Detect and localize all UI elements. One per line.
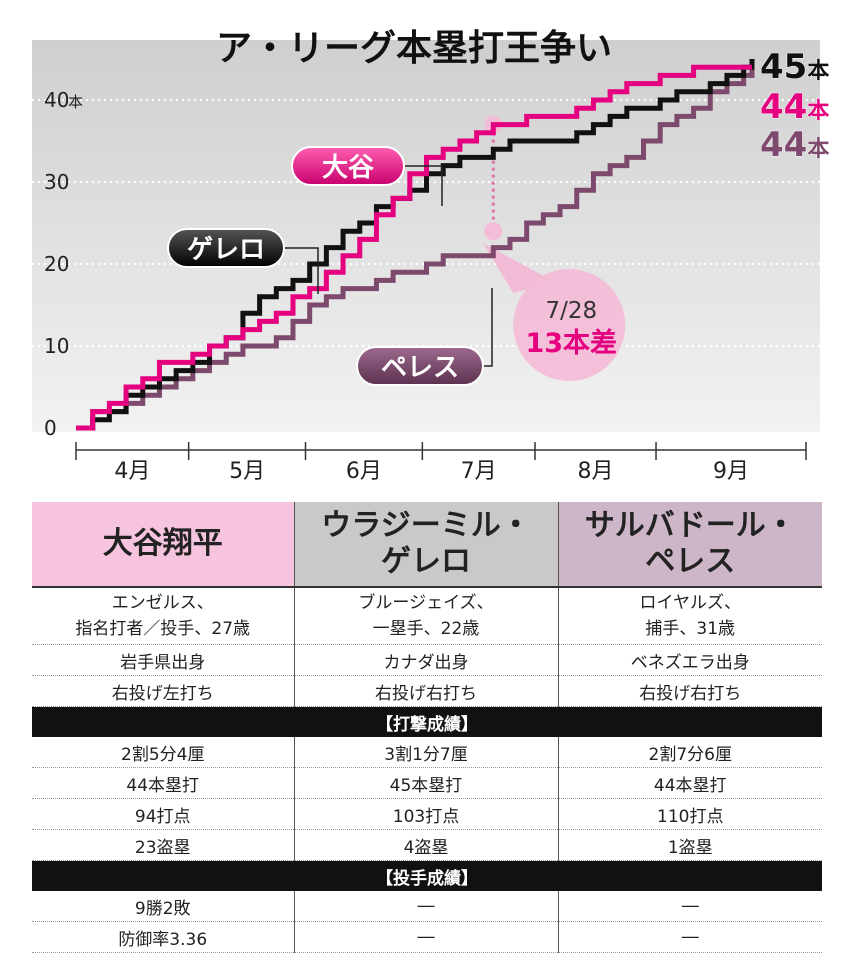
birthplace-cell: カナダ出身 — [293, 644, 558, 676]
annotation-marker-bottom — [484, 222, 503, 241]
player-name-guerrero: ウラジーミル・ ゲレロ — [293, 502, 558, 588]
annotation-date: 7/28 — [545, 298, 597, 324]
series-name-label: ゲレロ — [187, 235, 265, 265]
table-row: 右投げ左打ち 右投げ右打ち 右投げ右打ち — [32, 675, 822, 707]
handedness-cell: 右投げ左打ち — [32, 675, 294, 707]
stolen-bases-cell: 4盗塁 — [293, 829, 558, 861]
series-leader-line — [404, 165, 443, 206]
annotation-gap-text: 13本差 — [525, 327, 617, 359]
series-name-pill — [167, 228, 285, 268]
series-lines — [76, 59, 755, 431]
table-row: 岩手県出身 カナダ出身 ベネズエラ出身 — [32, 644, 822, 676]
player-stats-table: 大谷翔平 ウラジーミル・ ゲレロ サルバドール・ ペレス エンゼルス、 指名打者… — [32, 502, 822, 953]
batting-average-cell: 2割5分4厘 — [32, 737, 294, 768]
handedness-cell: 右投げ右打ち — [293, 675, 558, 707]
stolen-bases-cell: 1盗塁 — [557, 829, 822, 861]
rbi-cell: 103打点 — [293, 798, 558, 830]
home-runs-cell: 44本塁打 — [32, 767, 294, 799]
win-loss-cell: 9勝2敗 — [32, 891, 294, 922]
home-run-race-chart: 0 10 20 30 40本 4月 5月 6月 7月 8月 9月 7/28 13本差 大谷ゲレロペレ… — [32, 28, 830, 484]
series-line-大谷 — [76, 64, 752, 431]
table-row: エンゼルス、 指名打者／投手、27歳 ブルージェイズ、 一塁手、22歳 ロイヤル… — [32, 587, 822, 645]
rbi-cell: 94打点 — [32, 798, 294, 830]
batting-average-cell: 3割1分7厘 — [293, 737, 558, 768]
chart-title: ア・リーグ本塁打王争い — [216, 28, 612, 69]
section-header-pitching: 【投手成績】 — [32, 860, 822, 891]
month-label: 8月 — [578, 459, 614, 484]
final-value-label: 44本 — [760, 125, 829, 165]
final-value-label: 44本 — [760, 87, 829, 127]
win-loss-cell: ― — [557, 891, 822, 922]
gap-annotation-bubble: 7/28 13本差 — [483, 115, 626, 381]
y-axis-ticks: 0 10 20 30 40本 — [44, 88, 83, 440]
rbi-cell: 110打点 — [557, 798, 822, 830]
series-leader-line — [483, 288, 493, 367]
y-tick-label: 20 — [44, 252, 69, 276]
era-cell: ― — [557, 921, 822, 953]
month-label: 9月 — [713, 459, 749, 484]
table-row: 94打点 103打点 110打点 — [32, 798, 822, 830]
birthplace-cell: 岩手県出身 — [32, 644, 294, 676]
y-tick-label: 10 — [44, 334, 69, 358]
y-tick-label: 30 — [44, 170, 69, 194]
series-name-label: 大谷 — [322, 153, 375, 183]
table-row: 23盗塁 4盗塁 1盗塁 — [32, 829, 822, 861]
era-cell: ― — [293, 921, 558, 953]
section-title: 【投手成績】 — [32, 860, 822, 891]
series-name-pill — [291, 146, 405, 186]
series-line-ペレス — [76, 67, 755, 431]
series-name-pill — [356, 346, 484, 386]
section-title: 【打撃成績】 — [32, 706, 822, 737]
profile-cell: ロイヤルズ、 捕手、31歳 — [557, 587, 822, 645]
final-value-label: 45本 — [760, 47, 829, 87]
annotation-circle — [513, 269, 626, 381]
era-cell: 防御率3.36 — [32, 921, 294, 953]
series-leader-line — [284, 247, 319, 294]
y-unit-label: 本 — [68, 93, 83, 111]
y-tick-label: 0 — [44, 416, 57, 440]
profile-cell: エンゼルス、 指名打者／投手、27歳 — [32, 587, 294, 645]
birthplace-cell: ベネズエラ出身 — [557, 644, 822, 676]
month-label: 4月 — [114, 459, 150, 484]
home-runs-cell: 45本塁打 — [293, 767, 558, 799]
month-label: 6月 — [346, 459, 382, 484]
month-label: 5月 — [229, 459, 265, 484]
stolen-bases-cell: 23盗塁 — [32, 829, 294, 861]
table-row: 2割5分4厘 3割1分7厘 2割7分6厘 — [32, 737, 822, 768]
table-row: 防御率3.36 ― ― — [32, 921, 822, 953]
handedness-cell: 右投げ右打ち — [557, 675, 822, 707]
table-row: 44本塁打 45本塁打 44本塁打 — [32, 767, 822, 799]
batting-average-cell: 2割7分6厘 — [557, 737, 822, 768]
section-header-batting: 【打撃成績】 — [32, 706, 822, 737]
player-name-ohtani: 大谷翔平 — [32, 502, 294, 588]
month-label: 7月 — [461, 459, 497, 484]
win-loss-cell: ― — [293, 891, 558, 922]
player-name-perez: サルバドール・ ペレス — [557, 502, 822, 588]
profile-cell: ブルージェイズ、 一塁手、22歳 — [293, 587, 558, 645]
series-name-label: ペレス — [381, 353, 459, 383]
home-runs-cell: 44本塁打 — [557, 767, 822, 799]
y-tick-label: 40 — [44, 88, 69, 112]
month-axis: 4月 5月 6月 7月 8月 9月 — [75, 442, 807, 484]
player-header-row: 大谷翔平 ウラジーミル・ ゲレロ サルバドール・ ペレス — [32, 502, 822, 588]
table-row: 9勝2敗 ― ― — [32, 891, 822, 922]
